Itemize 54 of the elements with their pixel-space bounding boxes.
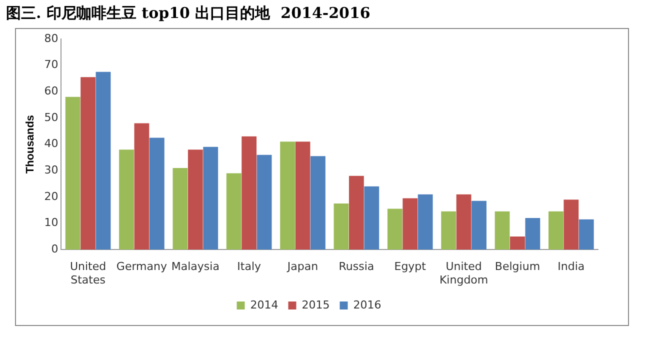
bar bbox=[348, 176, 364, 250]
x-tick-label: Russia bbox=[338, 260, 374, 274]
bar bbox=[418, 194, 433, 250]
bar bbox=[172, 168, 188, 250]
bar bbox=[96, 72, 111, 250]
y-tick-label: 10 bbox=[44, 216, 58, 230]
y-tick-label: 30 bbox=[44, 163, 58, 176]
bar bbox=[364, 186, 380, 250]
y-tick-label: 80 bbox=[44, 32, 58, 45]
legend-label: 2015 bbox=[302, 298, 330, 312]
y-tick-label: 50 bbox=[44, 110, 58, 124]
bar bbox=[134, 123, 150, 250]
bar bbox=[387, 208, 402, 250]
bar bbox=[402, 198, 418, 250]
chart-title: 图三. 印尼咖啡生豆 top10 出口目的地 2014-2016 bbox=[6, 4, 370, 23]
bar bbox=[65, 96, 80, 250]
x-tick-label: United States bbox=[70, 260, 106, 286]
y-axis-title: Thousands bbox=[24, 114, 37, 174]
y-tick-label: 70 bbox=[44, 58, 58, 72]
bar bbox=[226, 173, 242, 250]
bar bbox=[119, 150, 134, 250]
bar bbox=[203, 146, 218, 250]
bar bbox=[510, 236, 525, 250]
x-tick-label: United Kingdom bbox=[439, 260, 488, 286]
y-tick-label: 0 bbox=[51, 242, 58, 256]
x-tick-label: India bbox=[558, 260, 585, 274]
y-tick-label: 20 bbox=[44, 190, 58, 203]
bar bbox=[280, 142, 295, 250]
x-tick-label: Italy bbox=[237, 260, 262, 274]
bar bbox=[295, 142, 310, 250]
bar bbox=[456, 194, 472, 250]
bar bbox=[494, 211, 510, 250]
x-tick-label: Germany bbox=[116, 260, 168, 274]
bar bbox=[564, 200, 579, 250]
bar bbox=[441, 211, 456, 250]
bar bbox=[578, 219, 594, 250]
y-tick-label: 60 bbox=[44, 84, 58, 98]
y-tick-label: 40 bbox=[44, 137, 58, 150]
bar bbox=[525, 218, 540, 250]
bar bbox=[188, 150, 203, 250]
x-tick-label: Belgium bbox=[494, 260, 540, 274]
bar bbox=[310, 156, 326, 250]
bar bbox=[472, 200, 486, 250]
bar bbox=[548, 211, 564, 250]
bar bbox=[80, 77, 96, 250]
bar bbox=[242, 136, 257, 250]
x-tick-label: Japan bbox=[286, 260, 318, 274]
legend-label: 2014 bbox=[250, 298, 278, 312]
x-tick-label: Egypt bbox=[394, 260, 427, 274]
bar bbox=[334, 204, 349, 250]
legend-label: 2016 bbox=[353, 298, 382, 312]
bar bbox=[149, 138, 164, 250]
x-tick-label: Malaysia bbox=[171, 260, 220, 274]
bar bbox=[256, 154, 272, 250]
